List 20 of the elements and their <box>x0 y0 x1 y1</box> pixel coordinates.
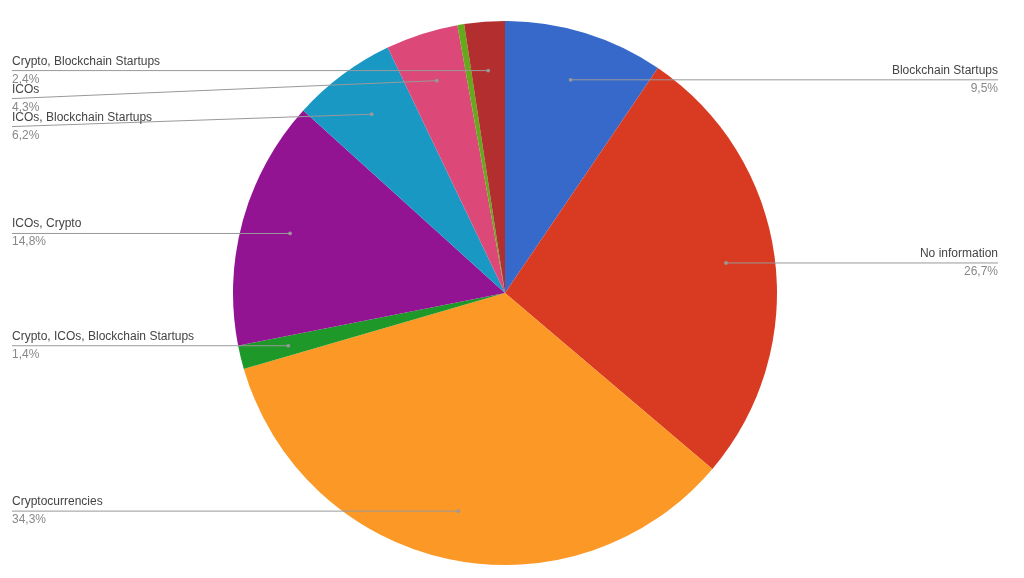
pie-slice <box>505 21 658 293</box>
pie-slice <box>238 293 505 369</box>
slice-label: Crypto, ICOs, Blockchain Startups <box>12 328 195 343</box>
data-label: 26,7% <box>963 263 999 278</box>
pie-slice <box>303 47 505 293</box>
pie-slice <box>243 293 713 565</box>
pie-slice <box>464 21 505 293</box>
pie-slice <box>505 68 777 469</box>
slice-label: No information <box>919 245 998 260</box>
slice-label: ICOs, Crypto <box>12 216 82 231</box>
data-label: 9,5% <box>970 80 999 95</box>
pie-slice <box>387 25 505 293</box>
data-label: 6,2% <box>12 127 40 142</box>
slice-label: Blockchain Startups <box>891 62 998 77</box>
data-label: 34,3% <box>12 512 47 527</box>
data-label: 14,8% <box>12 234 47 249</box>
data-label: 1,4% <box>12 346 40 361</box>
slice-label: Crypto, Blockchain Startups <box>12 53 161 68</box>
pie-slice <box>233 110 505 346</box>
slice-label: Cryptocurrencies <box>12 494 103 509</box>
